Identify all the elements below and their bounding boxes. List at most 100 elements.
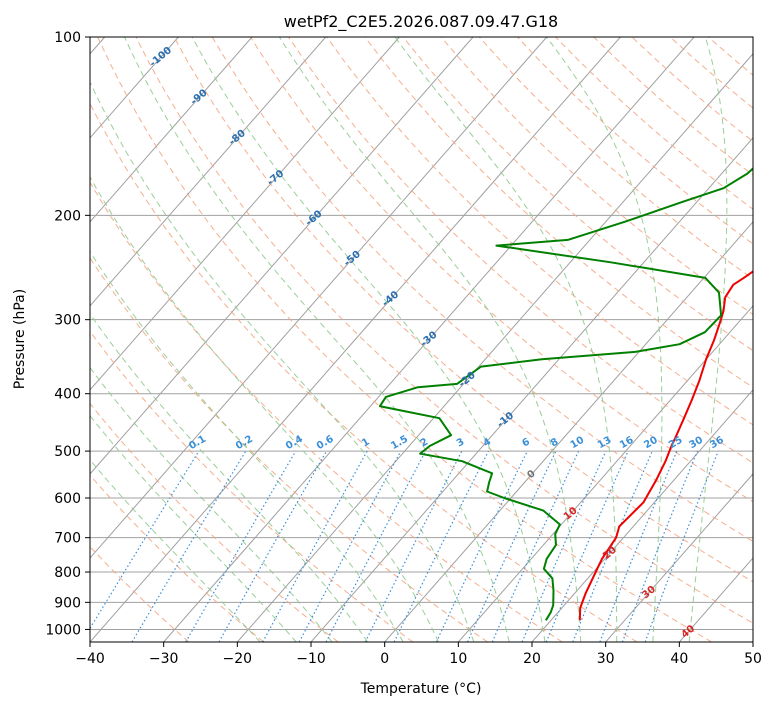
- moist-adiabat-line: [124, 37, 510, 642]
- mixing-ratio-line: [545, 450, 629, 642]
- isotherm-line: [531, 389, 753, 642]
- isotherm-line: [752, 641, 753, 642]
- moist-adiabat-line: [191, 37, 546, 642]
- isotherm-label: -80: [227, 128, 248, 148]
- y-tick-label: 700: [54, 531, 81, 547]
- mixing-ratio-line: [364, 450, 463, 642]
- isotherm-line: [384, 221, 753, 642]
- dry-adiabat-line: [173, 37, 753, 583]
- mixing-ratio-line: [521, 450, 607, 642]
- moist-adiabat-line: [688, 37, 728, 642]
- mixing-ratio-label: 16: [618, 435, 636, 452]
- dry-adiabat-line: [631, 37, 753, 143]
- x-tick-label: 30: [597, 651, 615, 667]
- mixing-ratio-label: 8: [549, 436, 561, 449]
- mixing-ratio-line: [185, 450, 297, 642]
- plot-area: 0.1 0.2 0.4 0.6 1 1.5 2 3 4 6 8 10 13 16 20 25 30 36-100-…: [90, 37, 753, 642]
- isotherm-label: -70: [265, 168, 286, 188]
- dry-adiabat-line: [249, 37, 753, 503]
- isotherm-line: [605, 473, 753, 642]
- mixing-ratio-line: [599, 450, 678, 642]
- mixing-ratio-line: [572, 450, 653, 642]
- moist-adiabat-line: [90, 414, 297, 642]
- isotherm-line: [457, 305, 753, 642]
- dry-adiabat-line: [135, 37, 753, 624]
- mixing-ratio-label: 0.4: [284, 434, 305, 452]
- moist-adiabat-line: [90, 176, 439, 642]
- dry-adiabat-line: [90, 330, 414, 642]
- isotherm-label: -30: [419, 330, 440, 350]
- mixing-ratio-line: [90, 450, 200, 630]
- y-axis-ticks: 100 200 300 400 500 600 700 800 900 1000: [45, 30, 90, 638]
- dry-adiabat-line: [97, 37, 712, 642]
- x-tick-label: −30: [149, 651, 179, 667]
- mixing-ratio-label: 1.5: [389, 434, 410, 452]
- isotherm-line: [90, 37, 327, 307]
- x-tick-label: 40: [670, 651, 688, 667]
- dry-adiabat-line: [211, 37, 753, 542]
- y-tick-label: 600: [54, 491, 81, 507]
- moist-adiabat-line: [90, 313, 369, 642]
- isotherm-label: -90: [189, 88, 210, 108]
- mixing-ratio-line: [393, 450, 490, 642]
- y-tick-label: 300: [54, 313, 81, 329]
- moist-adiabat-line: [90, 366, 333, 642]
- temperature-line: [578, 270, 753, 621]
- dry-adiabat-line: [326, 37, 753, 426]
- isotherm-line: [90, 37, 474, 475]
- mixing-ratio-label: 0.2: [234, 434, 255, 452]
- mixing-ratio-label: 1: [360, 436, 372, 449]
- x-tick-label: −20: [223, 651, 253, 667]
- dry-adiabat-line: [593, 37, 753, 176]
- sounding-series: [378, 167, 753, 621]
- y-tick-label: 800: [54, 565, 81, 581]
- isotherm-lines: [90, 37, 753, 642]
- isotherm-line: [236, 53, 753, 642]
- mixing-ratio-label: 20: [642, 435, 660, 452]
- y-tick-label: 100: [54, 30, 81, 46]
- mixing-ratio-label: 30: [687, 435, 705, 452]
- mixing-ratio-line: [435, 450, 528, 642]
- moist-adiabat-line: [90, 459, 261, 642]
- dry-adiabat-line: [90, 546, 190, 642]
- mixing-ratio-line: [298, 450, 402, 642]
- mixing-ratio-line: [644, 450, 719, 642]
- dry-adiabat-lines: [90, 37, 753, 642]
- y-tick-label: 200: [54, 208, 81, 224]
- x-tick-label: −10: [296, 651, 326, 667]
- dry-adiabat-line: [288, 37, 753, 464]
- x-axis-ticks: −40 −30 −20 −10 0 10 20 30 40 50: [75, 642, 762, 667]
- isotherm-line: [163, 37, 695, 642]
- moist-adiabat-line: [90, 80, 475, 642]
- mixing-ratio-lines: [90, 450, 719, 642]
- mixing-ratio-label: 0.1: [187, 434, 208, 452]
- dry-adiabat-line: [707, 37, 753, 76]
- mixing-ratio-line: [262, 450, 368, 642]
- x-tick-label: 50: [744, 651, 762, 667]
- isotherm-label: -20: [457, 370, 478, 390]
- y-tick-label: 900: [54, 595, 81, 611]
- y-axis-label: Pressure (hPa): [12, 289, 28, 389]
- mixing-ratio-label: 10: [569, 435, 587, 452]
- mixing-ratio-label: 6: [520, 436, 532, 449]
- pressure-gridlines: [90, 37, 753, 630]
- isotherm-label: -40: [380, 289, 401, 309]
- moist-adiabat-line: [546, 37, 663, 642]
- plot-frame: [89, 36, 754, 643]
- mixing-ratio-label: 4: [481, 436, 493, 449]
- isotherm-label: -50: [342, 249, 363, 269]
- x-tick-label: 20: [523, 651, 541, 667]
- isotherm-line: [90, 37, 621, 642]
- isotherm-label: -10: [495, 410, 516, 430]
- isotherm-line: [90, 37, 400, 391]
- isotherm-line: [90, 37, 548, 559]
- x-tick-label: 10: [449, 651, 467, 667]
- y-tick-label: 400: [54, 387, 81, 403]
- isotherm-line: [90, 37, 253, 223]
- mixing-ratio-line: [621, 450, 699, 642]
- mixing-ratio-line: [491, 450, 580, 642]
- y-tick-label: 1000: [45, 622, 81, 638]
- iso-labels: 0.1 0.2 0.4 0.6 1 1.5 2 3 4 6 8 10 13 16 20 25 30 36-100-…: [148, 45, 726, 641]
- isotherm-line: [310, 137, 753, 642]
